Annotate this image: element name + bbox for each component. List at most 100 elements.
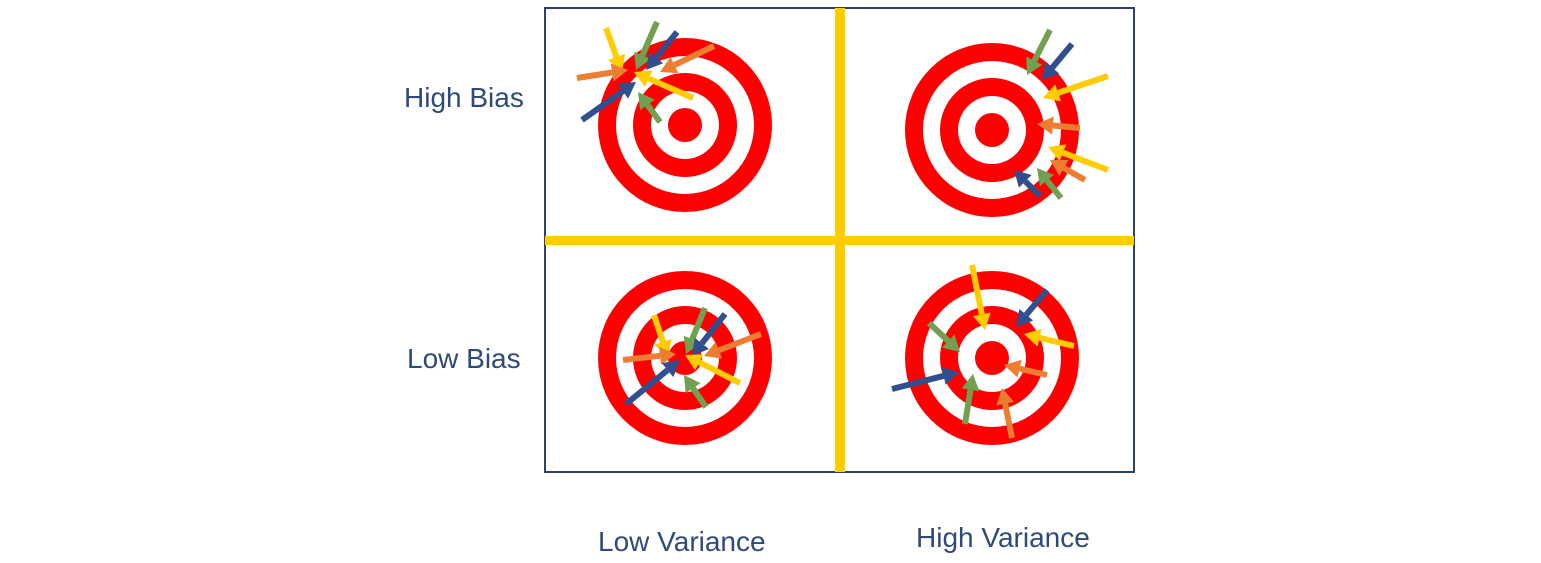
yellow-arrow <box>969 264 991 330</box>
green-arrow <box>926 320 960 352</box>
arrow-shaft <box>1044 178 1064 200</box>
arrow-shaft <box>1031 28 1053 63</box>
arrow-head <box>634 70 653 87</box>
quadrant-high-bias-low-variance-target <box>598 38 772 212</box>
arrow-head <box>634 51 651 70</box>
navy-arrow <box>624 360 680 407</box>
orange-arrow <box>996 388 1015 439</box>
navy-arrow <box>1042 42 1075 80</box>
arrow-shaft <box>699 312 728 346</box>
arrow-head <box>685 354 704 371</box>
orange-arrow <box>704 331 763 359</box>
arrow-head <box>684 375 701 394</box>
arrow-shaft <box>1002 403 1015 439</box>
green-arrow <box>683 306 708 354</box>
arrow-shaft <box>969 264 985 315</box>
arrow-shaft <box>639 20 660 57</box>
row-label-low-bias: Low Bias <box>407 343 521 374</box>
arrow-head <box>646 51 664 70</box>
orange-arrow <box>622 346 676 365</box>
green-arrow <box>961 374 980 425</box>
arrow-shaft <box>651 314 666 343</box>
arrow-shaft <box>603 26 620 58</box>
arrow-head <box>704 341 723 359</box>
horizontal-divider <box>545 236 1134 245</box>
orange-arrow <box>1037 116 1081 135</box>
arrow-head <box>996 388 1014 406</box>
arrow-shaft <box>689 306 708 341</box>
green-arrow <box>638 92 663 124</box>
row-label-high-bias: High Bias <box>404 82 524 113</box>
arrow-shaft <box>576 69 613 81</box>
arrow-head <box>1043 84 1062 102</box>
navy-arrow <box>891 367 959 392</box>
arrow-head <box>1016 308 1034 327</box>
arrow-head <box>617 82 636 99</box>
arrow-shaft <box>622 352 661 363</box>
arrow-head <box>1014 170 1032 188</box>
arrow-head <box>659 346 676 365</box>
arrow-head <box>1042 61 1060 80</box>
arrow-shaft <box>1038 334 1075 349</box>
orange-arrow <box>1004 359 1048 378</box>
arrow-shaft <box>1023 179 1043 199</box>
arrow-shaft <box>962 389 974 425</box>
arrow-shaft <box>673 43 716 68</box>
arrow-shaft <box>1018 365 1048 378</box>
arrow-head <box>1026 56 1043 75</box>
arrow-shaft <box>1052 122 1081 131</box>
target-ring-5 <box>975 113 1009 147</box>
column-label-high-variance: High Variance <box>916 522 1090 553</box>
arrow-head <box>1037 116 1054 135</box>
arrow-head <box>683 335 701 354</box>
arrow-head <box>941 367 959 385</box>
yellow-arrow <box>1043 73 1109 102</box>
arrow-shaft <box>1061 149 1110 173</box>
arrow-head <box>1004 359 1022 378</box>
arrow-shaft <box>1057 73 1109 96</box>
navy-arrow <box>692 312 728 356</box>
arrow-shaft <box>1023 288 1050 317</box>
column-label-low-variance: Low Variance <box>598 526 766 557</box>
arrow-shaft <box>645 103 663 124</box>
arrow-shaft <box>1062 165 1087 183</box>
yellow-arrow <box>685 354 742 386</box>
green-arrow <box>684 375 709 409</box>
arrow-head <box>961 374 980 392</box>
arrow-head <box>661 360 680 378</box>
arrow-shaft <box>717 331 763 354</box>
navy-arrow <box>1014 170 1043 199</box>
orange-arrow <box>1050 160 1087 183</box>
navy-arrow <box>580 82 636 123</box>
arrow-shaft <box>580 88 625 123</box>
quadrant-low-bias-high-variance-target <box>905 271 1079 445</box>
arrows-layer <box>576 20 1110 439</box>
quadrant-high-bias-high-variance-target <box>905 43 1079 217</box>
arrow-head <box>692 337 709 356</box>
arrow-head <box>660 56 679 74</box>
green-arrow <box>1026 28 1053 75</box>
arrow-head <box>973 312 991 330</box>
arrow-head <box>610 63 628 82</box>
yellow-arrow <box>1024 328 1075 349</box>
arrow-head <box>1037 168 1055 187</box>
arrow-shaft <box>624 367 670 407</box>
navy-arrow <box>646 30 680 70</box>
navy-arrow <box>1016 288 1050 327</box>
yellow-arrow <box>1048 144 1110 173</box>
green-arrow <box>1037 168 1064 200</box>
arrow-shaft <box>926 320 951 344</box>
arrow-shaft <box>647 75 695 101</box>
orange-arrow <box>660 43 716 74</box>
arrow-shaft <box>653 30 680 60</box>
arrow-shaft <box>690 386 709 409</box>
green-arrow <box>634 20 660 70</box>
target-ring-5 <box>975 341 1009 375</box>
arrow-shaft <box>1049 42 1075 70</box>
arrow-head <box>1048 144 1067 162</box>
target-ring-5 <box>668 108 702 142</box>
arrow-head <box>638 92 655 111</box>
arrow-shaft <box>697 359 742 386</box>
arrow-head <box>942 334 960 352</box>
